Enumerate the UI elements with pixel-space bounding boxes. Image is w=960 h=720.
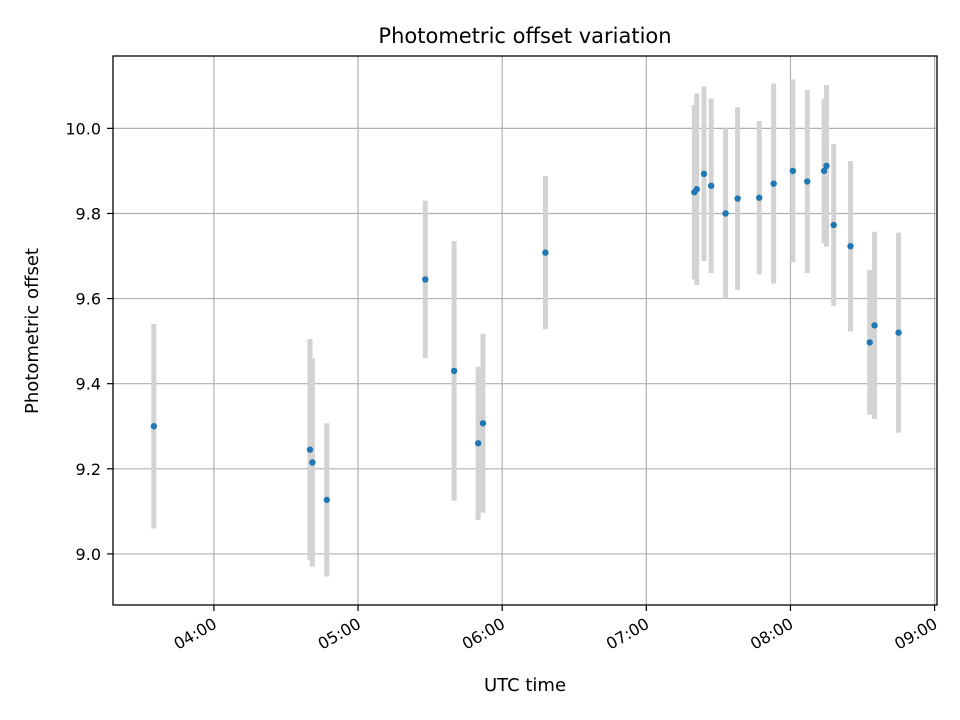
data-points [150, 162, 902, 504]
data-point [895, 329, 902, 336]
y-tick-label: 9.4 [76, 375, 101, 394]
data-point [474, 440, 482, 447]
data-point [450, 367, 458, 375]
data-point [542, 249, 549, 256]
x-axis-title: UTC time [484, 675, 566, 696]
data-point [866, 339, 873, 346]
y-tick-label: 9.8 [76, 204, 101, 223]
x-tick-label: 05:00 [315, 614, 364, 654]
data-point [823, 162, 830, 169]
x-tick-label: 08:00 [747, 614, 796, 654]
data-point [734, 195, 741, 202]
plot-frame [112, 55, 938, 606]
data-point [479, 420, 487, 427]
grid-lines [113, 56, 937, 605]
y-tick-label: 9.0 [76, 545, 101, 564]
x-tick-label: 06:00 [459, 614, 508, 654]
data-point [422, 276, 429, 283]
data-point [323, 496, 331, 504]
y-tick-label: 10.0 [65, 119, 101, 138]
data-point [707, 182, 715, 190]
data-point [309, 459, 316, 466]
chart-title: Photometric offset variation [378, 24, 671, 48]
data-point [756, 194, 763, 201]
data-point [820, 167, 828, 175]
data-point [871, 322, 878, 329]
data-point [700, 170, 708, 178]
error-bars [151, 79, 902, 577]
data-point [847, 243, 854, 250]
axes [107, 55, 938, 611]
y-tick-label: 9.6 [76, 290, 101, 309]
data-point [306, 446, 314, 453]
data-point [830, 221, 837, 229]
y-axis-title: Photometric offset [22, 248, 43, 414]
x-tick-label: 04:00 [170, 614, 219, 654]
data-point [804, 178, 811, 185]
data-point [789, 167, 797, 175]
data-point [693, 186, 700, 193]
x-tick-label: 09:00 [891, 614, 940, 654]
x-tick-label: 07:00 [603, 614, 652, 654]
data-point [770, 180, 777, 187]
data-point [722, 210, 729, 217]
y-tick-label: 9.2 [76, 460, 101, 479]
data-point [150, 423, 158, 430]
